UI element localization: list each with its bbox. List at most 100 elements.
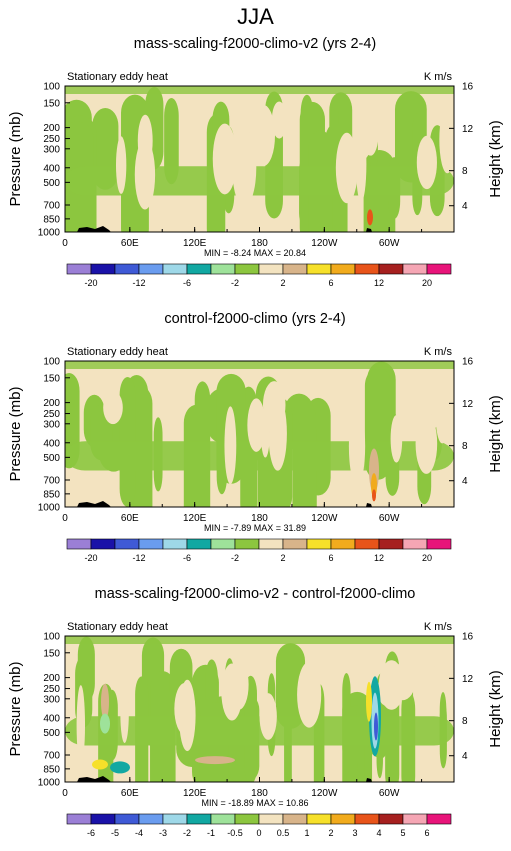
colorbar-label: -2 — [183, 828, 191, 838]
chart-panel-3: mass-scaling-f2000-climo-v2 - control-f2… — [7, 586, 504, 838]
contour-extreme — [110, 761, 130, 774]
y-tick-label: 300 — [43, 694, 60, 705]
colorbar-label: -6 — [183, 278, 191, 288]
contour-region — [355, 126, 367, 202]
y-tick-label: 500 — [43, 728, 60, 739]
colorbar-label: 1 — [304, 828, 309, 838]
colorbar-label: 20 — [422, 553, 432, 563]
colorbar-swatch — [378, 538, 404, 550]
y-right-tick-label: 8 — [462, 166, 468, 177]
contour-region — [115, 136, 127, 194]
colorbar-swatch — [234, 538, 260, 550]
topography — [77, 776, 111, 782]
y-tick-label: 1000 — [38, 228, 61, 239]
y-right-tick-label: 16 — [462, 632, 474, 643]
contour-region — [164, 98, 179, 185]
colorbar-swatch — [90, 263, 116, 275]
contour-region — [275, 643, 306, 729]
colorbar-swatch — [234, 263, 260, 275]
contour-extreme — [101, 683, 109, 720]
y-right-axis-label: Height (km) — [487, 670, 504, 748]
x-tick-label: 120E — [183, 513, 207, 524]
y-tick-label: 400 — [43, 713, 60, 724]
y-tick-label: 850 — [43, 214, 60, 225]
colorbar-swatch — [330, 263, 356, 275]
colorbar-swatch — [138, 263, 164, 275]
y-right-axis-label: Height (km) — [487, 120, 504, 198]
contour-region — [390, 414, 403, 463]
colorbar-swatch — [426, 813, 452, 825]
colorbar-swatch — [282, 813, 308, 825]
contour-extreme — [195, 756, 235, 765]
colorbar-swatch — [354, 263, 380, 275]
contour-extreme — [100, 713, 110, 734]
contour-region — [65, 716, 454, 746]
contour-region — [251, 104, 276, 167]
colorbar-label: -4 — [135, 828, 143, 838]
colorbar-swatch — [90, 813, 116, 825]
contour-region — [65, 636, 454, 644]
contour-region — [103, 391, 123, 425]
y-tick-label: 250 — [43, 134, 60, 145]
y-tick-label: 700 — [43, 475, 60, 486]
colorbar-swatch — [426, 538, 452, 550]
contour-extreme — [374, 712, 378, 741]
x-tick-label: 60W — [379, 788, 400, 799]
colorbar-swatch — [402, 813, 428, 825]
colorbar-label: 3 — [352, 828, 357, 838]
colorbar-swatch — [162, 538, 188, 550]
colorbar-swatch — [90, 538, 116, 550]
y-tick-label: 1000 — [38, 503, 61, 514]
contour-region — [77, 636, 95, 702]
colorbar-label: 20 — [422, 278, 432, 288]
y-right-tick-label: 12 — [462, 124, 474, 135]
x-tick-label: 0 — [62, 513, 68, 524]
colorbar-swatch — [402, 538, 428, 550]
chart-subtitle: Stationary eddy heat — [67, 71, 168, 83]
colorbar-swatch — [186, 538, 212, 550]
chart-units: K m/s — [424, 71, 453, 83]
y-tick-label: 700 — [43, 200, 60, 211]
x-tick-label: 60W — [379, 238, 400, 249]
contour-extreme — [371, 473, 377, 498]
colorbar-label: 2 — [280, 553, 285, 563]
colorbar-swatch — [234, 813, 260, 825]
colorbar-label: 12 — [374, 553, 384, 563]
colorbar-swatch — [426, 263, 452, 275]
colorbar-label: 6 — [328, 553, 333, 563]
contour-region — [362, 109, 379, 156]
y-axis-label: Pressure (mb) — [7, 111, 24, 206]
colorbar-swatch — [66, 263, 92, 275]
colorbar-label: -3 — [159, 828, 167, 838]
colorbar-swatch — [186, 813, 212, 825]
x-tick-label: 0 — [62, 788, 68, 799]
minmax-label: MIN = -7.89 MAX = 31.89 — [204, 523, 306, 533]
x-tick-label: 120W — [311, 513, 338, 524]
contour-region — [416, 135, 437, 190]
y-tick-label: 700 — [43, 750, 60, 761]
colorbar-label: -6 — [87, 828, 95, 838]
contour-region — [232, 128, 257, 207]
x-tick-label: 60E — [121, 788, 139, 799]
colorbar-label: -0.5 — [227, 828, 243, 838]
contour-region — [120, 684, 129, 743]
y-tick-label: 200 — [43, 123, 60, 134]
contour-field — [65, 636, 454, 782]
contour-extreme — [367, 209, 373, 226]
season-title: JJA — [237, 4, 274, 29]
contour-region — [439, 105, 454, 174]
colorbar-swatch — [210, 813, 236, 825]
contour-region — [247, 398, 266, 452]
contour-region — [224, 406, 237, 485]
x-tick-label: 0 — [62, 238, 68, 249]
x-tick-label: 60E — [121, 513, 139, 524]
colorbar-swatch — [258, 538, 284, 550]
contour-region — [212, 123, 237, 195]
colorbar-swatch — [378, 263, 404, 275]
contour-extreme — [372, 489, 376, 502]
y-right-tick-label: 4 — [462, 476, 468, 487]
colorbar-swatch — [66, 538, 92, 550]
y-tick-label: 500 — [43, 453, 60, 464]
colorbar-label: 2 — [328, 828, 333, 838]
x-tick-label: 60E — [121, 238, 139, 249]
